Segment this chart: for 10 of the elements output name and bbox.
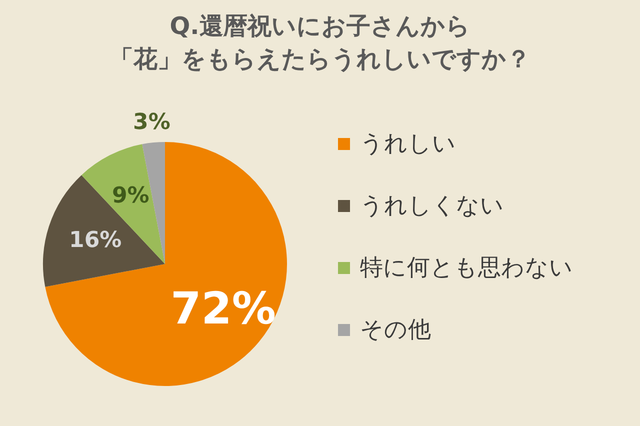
data-label: 3% [133, 110, 170, 135]
data-label: 72% [170, 284, 276, 335]
legend-label: 特に何とも思わない [360, 254, 573, 283]
legend-label: うれしい [360, 130, 456, 159]
chart-title: Q.還暦祝いにお子さんから [168, 11, 472, 42]
legend-label: その他 [360, 316, 431, 345]
data-label: 9% [112, 183, 150, 208]
legend-label: うれしくない [360, 192, 504, 221]
chart-subtitle: 「花」をもらえたらうれしいですか？ [108, 44, 532, 75]
data-label: 16% [69, 228, 122, 254]
